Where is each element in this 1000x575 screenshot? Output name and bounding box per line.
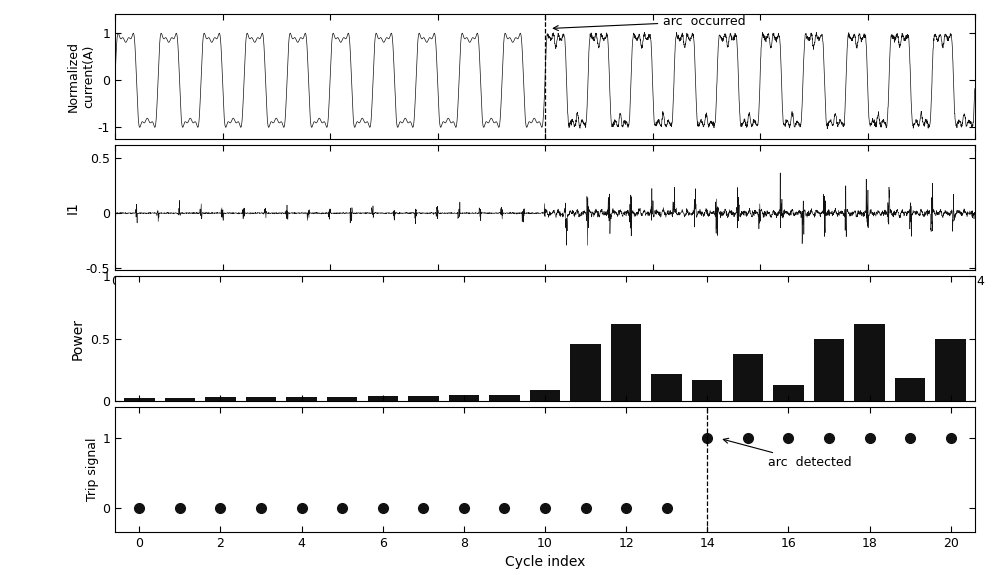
X-axis label: Time (s): Time (s) bbox=[517, 293, 573, 308]
Y-axis label: I1: I1 bbox=[66, 201, 80, 214]
Text: arc  detected: arc detected bbox=[723, 438, 852, 469]
Bar bbox=[733, 354, 763, 401]
Bar bbox=[895, 378, 925, 401]
Bar bbox=[165, 398, 195, 401]
Bar bbox=[773, 385, 804, 401]
Bar bbox=[408, 396, 439, 401]
Bar bbox=[246, 397, 276, 401]
Bar bbox=[854, 324, 885, 401]
Bar bbox=[530, 390, 560, 401]
Bar bbox=[286, 397, 317, 401]
Bar bbox=[935, 339, 966, 401]
Y-axis label: Trip signal: Trip signal bbox=[86, 438, 99, 501]
Y-axis label: Normalized
current(A): Normalized current(A) bbox=[67, 41, 95, 112]
Bar bbox=[449, 396, 479, 401]
Y-axis label: Power: Power bbox=[71, 317, 85, 359]
Bar bbox=[368, 396, 398, 401]
Bar bbox=[124, 398, 155, 401]
Bar bbox=[489, 394, 520, 401]
Bar bbox=[205, 397, 236, 401]
Bar bbox=[611, 324, 641, 401]
Bar bbox=[327, 397, 357, 401]
Bar bbox=[570, 344, 601, 401]
Bar bbox=[814, 339, 844, 401]
X-axis label: Cycle index: Cycle index bbox=[505, 555, 585, 569]
Bar bbox=[651, 374, 682, 401]
Bar bbox=[692, 380, 722, 401]
Text: arc  occurred: arc occurred bbox=[553, 15, 746, 30]
